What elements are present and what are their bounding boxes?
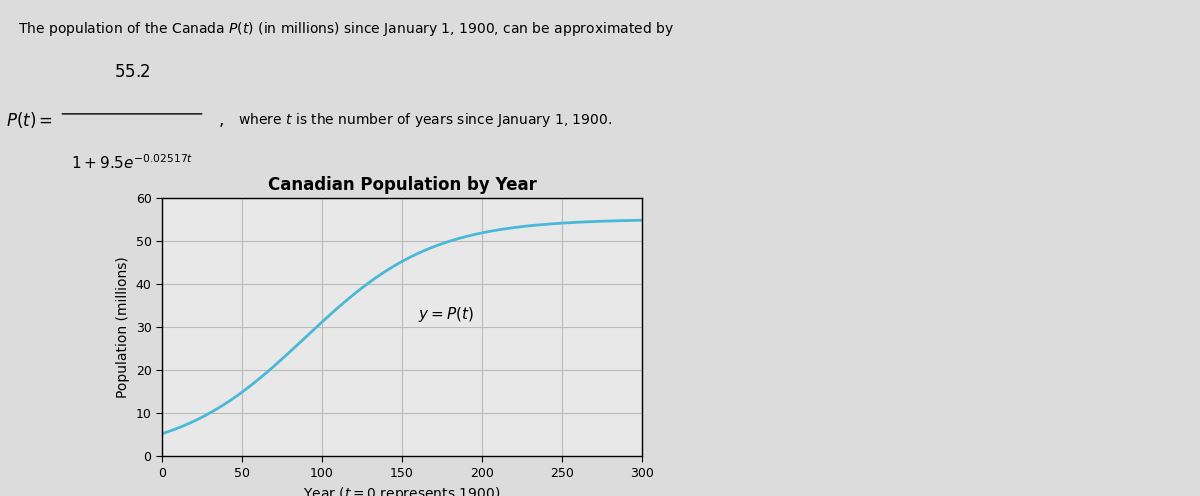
Text: $1+9.5e^{-0.02517t}$: $1+9.5e^{-0.02517t}$ <box>71 154 193 172</box>
Text: $P(t) =$: $P(t) =$ <box>6 110 53 129</box>
X-axis label: Year ($t = 0$ represents 1900): Year ($t = 0$ represents 1900) <box>304 485 500 496</box>
Title: Canadian Population by Year: Canadian Population by Year <box>268 176 536 194</box>
Text: $y = P(t)$: $y = P(t)$ <box>418 305 474 324</box>
Text: The population of the Canada $P(t)$ (in millions) since January 1, 1900, can be : The population of the Canada $P(t)$ (in … <box>18 20 674 38</box>
Text: $55.2$: $55.2$ <box>114 63 150 81</box>
Text: where $t$ is the number of years since January 1, 1900.: where $t$ is the number of years since J… <box>238 111 612 128</box>
Y-axis label: Population (millions): Population (millions) <box>116 256 130 398</box>
Text: $,$: $,$ <box>218 111 223 128</box>
